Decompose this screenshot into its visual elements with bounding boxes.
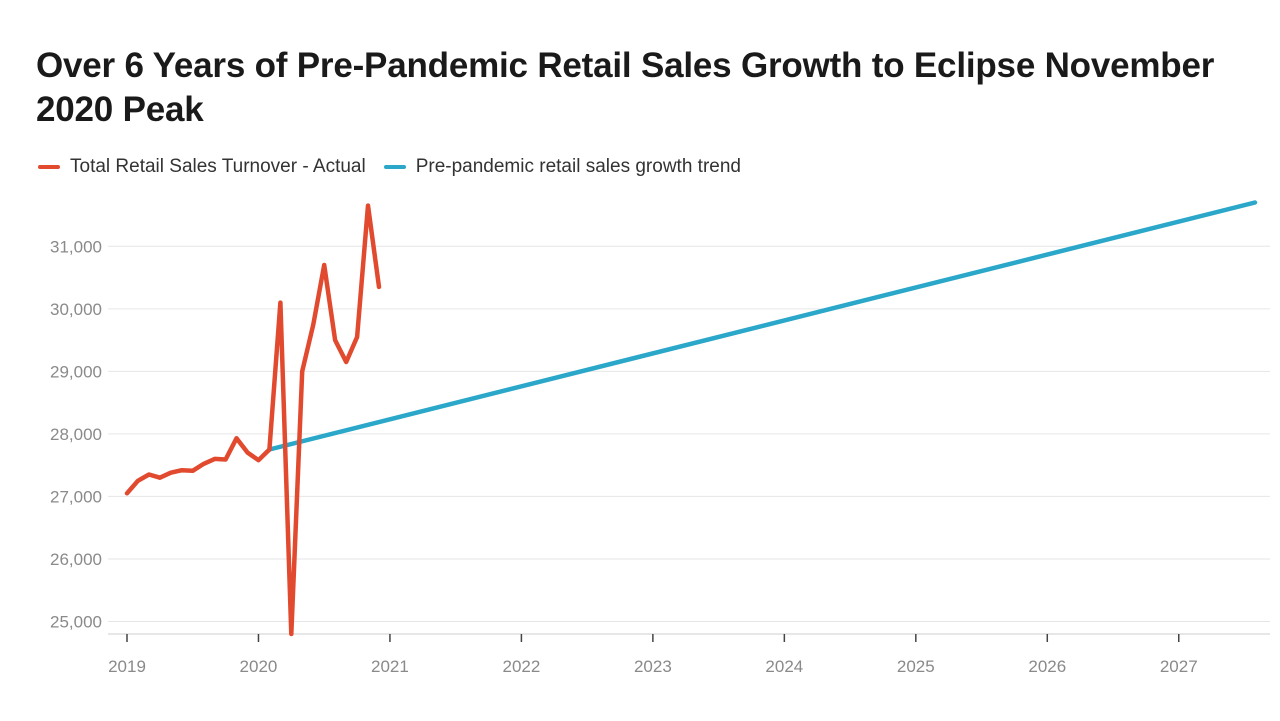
series-line-actual xyxy=(124,203,382,637)
x-tick-label: 2026 xyxy=(1028,657,1066,676)
y-axis: 25,000 26,000 27,000 28,000 29,000 30,000 31,0… xyxy=(50,237,102,631)
x-tick-label: 2024 xyxy=(765,657,803,676)
x-tick-label: 2027 xyxy=(1160,657,1198,676)
y-tick-label: 26,000 xyxy=(50,550,102,569)
legend-label-actual: Total Retail Sales Turnover - Actual xyxy=(70,156,366,177)
x-tick-label: 2019 xyxy=(108,657,146,676)
x-tick-label: 2021 xyxy=(371,657,409,676)
chart-title: Over 6 Years of Pre-Pandemic Retail Sale… xyxy=(36,46,1215,129)
y-tick-label: 31,000 xyxy=(50,237,102,256)
x-tick-label: 2020 xyxy=(240,657,278,676)
x-tick-label: 2023 xyxy=(634,657,672,676)
series-line-trend xyxy=(267,200,1258,452)
x-tick-label: 2022 xyxy=(502,657,540,676)
legend-swatch-trend xyxy=(383,165,406,169)
legend-item-actual: Total Retail Sales Turnover - Actual xyxy=(38,156,366,178)
series-lines xyxy=(124,200,1258,637)
y-tick-label: 25,000 xyxy=(50,612,102,631)
x-axis: 2019 2020 2021 2022 2023 2024 2025 2026 2027 xyxy=(108,633,1270,676)
legend-label-trend: Pre-pandemic retail sales growth trend xyxy=(415,156,741,177)
y-tick-label: 28,000 xyxy=(50,425,102,444)
x-tick-label: 2025 xyxy=(897,657,935,676)
y-tick-label: 29,000 xyxy=(50,362,102,381)
y-tick-label: 30,000 xyxy=(50,300,102,319)
legend-item-trend: Pre-pandemic retail sales growth trend xyxy=(383,156,741,178)
legend-swatch-actual xyxy=(38,165,60,169)
chart-legend: Total Retail Sales Turnover - Actual Pre… xyxy=(38,156,759,178)
y-tick-label: 27,000 xyxy=(50,487,102,506)
